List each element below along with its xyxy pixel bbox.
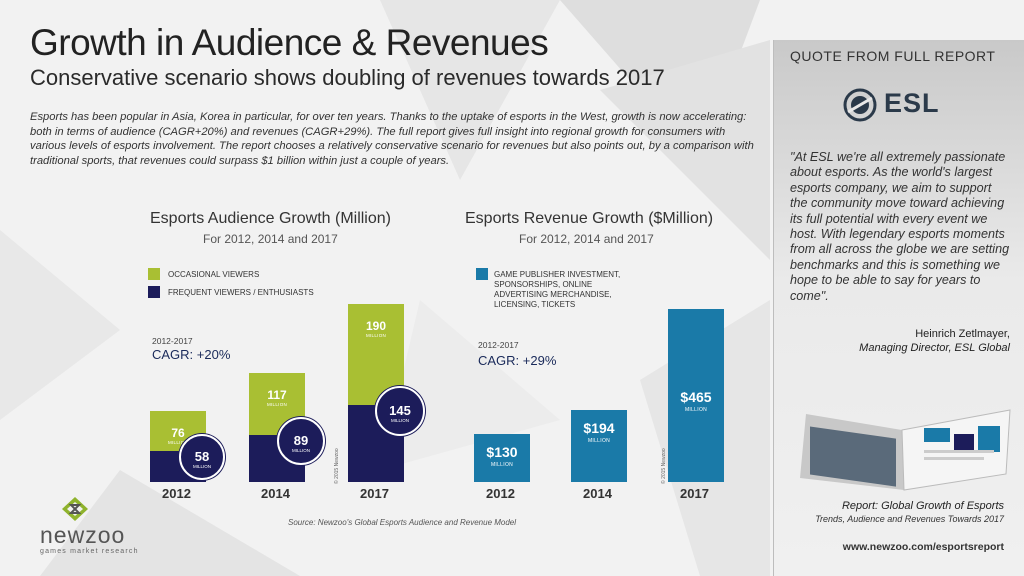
quote-panel [773,40,1024,576]
unit-frequent-2017: MILLION [390,418,409,424]
bubble-frequent-2014: 89 MILLION [277,416,325,465]
unit-revenue-2012: MILLION [490,461,514,468]
page-subtitle: Conservative scenario shows doubling of … [30,65,665,90]
revenue-cagr-period: 2012-2017 [478,340,519,350]
year-label-2012: 2012 [162,486,191,501]
newzoo-tagline: games market research [40,548,139,555]
intro-paragraph: Esports has been popular in Asia, Korea … [30,111,754,167]
value-occasional-2012: 76 [171,425,185,440]
quote-role: Managing Director, ESL Global [859,342,1010,354]
unit-occasional-2014: MILLION [266,401,288,407]
unit-revenue-2017: MILLION [684,407,708,414]
bar-revenue-2017 [668,309,724,482]
legend-label-occasional: OCCASIONAL VIEWERS [168,270,260,279]
report-link[interactable]: www.newzoo.com/esportsreport [842,541,1004,553]
quote-panel-background [773,40,1024,576]
year-label-2014: 2014 [261,486,290,501]
value-occasional-2014: 117 [267,387,287,402]
quote-heading: QUOTE FROM FULL REPORT [790,48,996,64]
quote-person: Heinrich Zetlmayer, [915,328,1010,340]
unit-occasional-2017: MILLION [365,333,387,339]
revenue-watermark: © 2015 Newzoo [661,448,667,484]
bar-revenue-2014 [571,409,627,482]
newzoo-logo-text: newzoo [40,522,126,548]
unit-occasional-2012: MILLION [167,439,189,445]
unit-frequent-2012: MILLION [192,464,211,470]
legend-swatch-frequent [148,286,160,298]
audience-chart-subtitle: For 2012, 2014 and 2017 [203,232,338,246]
value-frequent-2014: 89 [293,432,309,448]
bubble-frequent-2017: 145 MILLION [375,386,425,437]
unit-frequent-2014: MILLION [291,447,310,453]
year-label-2017: 2017 [360,486,389,501]
source-note: Source: Newzoo's Global Esports Audience… [288,518,517,527]
value-frequent-2017: 145 [389,403,411,419]
legend-swatch-occasional [148,268,160,280]
unit-revenue-2014: MILLION [587,437,611,444]
revenue-chart-subtitle: For 2012, 2014 and 2017 [519,232,654,246]
value-revenue-2012: $130 [486,443,518,460]
report-subtitle: Trends, Audience and Revenues Towards 20… [815,514,1004,524]
bubble-frequent-2012: 58 MILLION [179,434,225,481]
value-revenue-2017: $465 [680,389,712,406]
value-frequent-2012: 58 [194,449,210,465]
legend-label-frequent: FREQUENT VIEWERS / ENTHUSIASTS [168,288,314,297]
value-revenue-2014: $194 [583,419,615,436]
esl-logo-text: ESL [884,88,940,118]
quote-text: "At ESL we're all extremely passionate a… [790,150,1010,303]
report-title: Report: Global Growth of Esports [841,500,1004,512]
audience-chart-title: Esports Audience Growth (Million) [150,210,391,227]
audience-cagr-period: 2012-2017 [152,336,193,346]
year-label-revenue-2012: 2012 [486,486,515,501]
value-occasional-2017: 190 [365,319,387,334]
newzoo-logo-icon [62,497,88,521]
page-title: Growth in Audience & Revenues [30,22,549,63]
revenue-chart-title: Esports Revenue Growth ($Million) [465,210,714,227]
revenue-cagr-value: CAGR: +29% [478,353,557,368]
legend-label-revenue: GAME PUBLISHER INVESTMENT, SPONSORSHIPS,… [494,270,621,309]
year-label-revenue-2017: 2017 [680,486,709,501]
audience-watermark: © 2015 Newzoo [334,448,340,484]
year-label-revenue-2014: 2014 [583,486,612,501]
audience-cagr-value: CAGR: +20% [152,347,231,362]
bar-revenue-2012 [474,433,530,482]
legend-swatch-revenue [476,268,488,280]
